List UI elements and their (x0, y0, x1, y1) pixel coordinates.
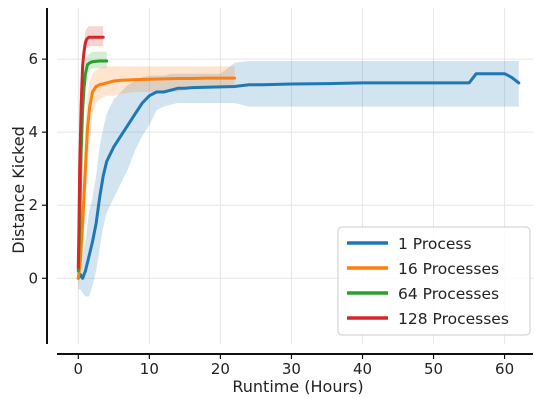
x-tick-label: 10 (140, 360, 159, 378)
series-lines (76, 35, 521, 280)
y-tick-label: 2 (28, 196, 38, 214)
x-tick-label: 40 (353, 360, 372, 378)
band-1-process (78, 61, 519, 297)
x-ticks: 0 10 20 30 40 50 60 (74, 354, 514, 378)
x-tick-label: 60 (495, 360, 514, 378)
line-128-processes (76, 35, 105, 269)
x-tick-label: 50 (424, 360, 443, 378)
legend-label: 16 Processes (398, 260, 499, 278)
x-tick-label: 20 (211, 360, 230, 378)
line-16-processes (76, 76, 237, 280)
x-tick-label: 30 (282, 360, 301, 378)
legend: 1 Process 16 Processes 64 Processes 128 Pro… (337, 226, 531, 336)
legend-label: 128 Processes (398, 310, 509, 328)
x-axis-label: Runtime (Hours) (232, 377, 363, 396)
y-tick-label: 4 (28, 123, 38, 141)
legend-box (337, 226, 531, 336)
y-ticks: 0 2 4 6 (28, 50, 47, 287)
y-axis-label: Distance Kicked (9, 126, 28, 253)
y-tick-label: 6 (28, 50, 38, 68)
legend-label: 64 Processes (398, 285, 499, 303)
axes (46, 8, 533, 355)
y-tick-label: 0 (28, 269, 38, 287)
legend-label: 1 Process (398, 235, 472, 253)
grid-lines (57, 8, 533, 344)
line-1-process (76, 72, 521, 280)
x-tick-label: 0 (74, 360, 84, 378)
